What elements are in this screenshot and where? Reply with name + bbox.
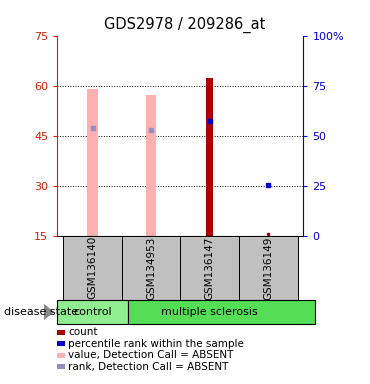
Bar — [206, 78, 213, 236]
Text: count: count — [68, 327, 98, 337]
Text: rank, Detection Call = ABSENT: rank, Detection Call = ABSENT — [68, 362, 229, 372]
Text: GSM134953: GSM134953 — [146, 236, 156, 300]
Text: multiple sclerosis: multiple sclerosis — [161, 307, 258, 317]
Bar — [128, 300, 315, 324]
Bar — [63, 236, 122, 300]
Bar — [146, 95, 157, 236]
Text: GDS2978 / 209286_at: GDS2978 / 209286_at — [104, 17, 266, 33]
Text: GSM136149: GSM136149 — [263, 236, 273, 300]
Text: GSM136147: GSM136147 — [205, 236, 215, 300]
Text: percentile rank within the sample: percentile rank within the sample — [68, 339, 244, 349]
Text: value, Detection Call = ABSENT: value, Detection Call = ABSENT — [68, 350, 233, 360]
Text: disease state: disease state — [4, 307, 78, 317]
Bar — [181, 236, 239, 300]
Polygon shape — [44, 303, 54, 320]
Text: GSM136140: GSM136140 — [87, 236, 98, 300]
Bar — [57, 300, 128, 324]
Text: control: control — [73, 307, 112, 317]
Bar — [87, 89, 98, 236]
Bar — [122, 236, 181, 300]
Bar — [239, 236, 297, 300]
